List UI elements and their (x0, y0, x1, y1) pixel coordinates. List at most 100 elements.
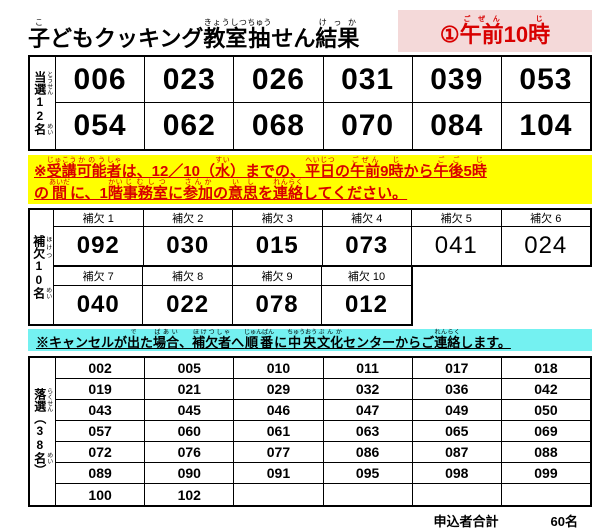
loser-number-cell: 045 (145, 400, 235, 420)
winner-number-cell: 023 (145, 57, 235, 102)
alternate-rank-header: 補欠 4 (323, 210, 412, 226)
winner-number-cell: 068 (234, 103, 324, 149)
loser-number-cell: 019 (56, 379, 146, 399)
loser-number-cell: 011 (324, 358, 413, 378)
winners-table: 当選 とうせん12名 めい 006 023 026 031 039 053 054 062 068… (28, 55, 592, 151)
alternate-number-cell: 012 (344, 291, 388, 318)
loser-number-cell: 072 (56, 442, 146, 462)
session-badge: ①午前ごぜん10時じ (398, 10, 592, 52)
footer: 申込者合計 60名 (28, 511, 592, 530)
loser-number-cell: 002 (56, 358, 146, 378)
alternate-rank-header: 補欠 3 (233, 210, 323, 226)
alternate-rank-header: 補欠 6 (530, 213, 562, 225)
notice-cancel: ※キャンセルが出でた場合ばあい、補欠者ほけつしゃへ順番じゅんばんに中央ちゅうおう… (28, 329, 592, 351)
loser-number-cell: 088 (534, 444, 558, 460)
alternate-rank-header: 補欠 10 (347, 271, 386, 283)
alternates-body: 補欠 1 補欠 2 補欠 3 補欠 4 補欠 5 補欠 6 092 030 015 073 041… (54, 208, 592, 326)
loser-number-cell (502, 484, 590, 505)
losers-row: 043 045 046 047 049 050 (56, 400, 590, 421)
alternate-number-cell: 030 (144, 227, 233, 265)
winner-number-cell: 031 (324, 57, 413, 102)
loser-number-cell: 100 (56, 484, 146, 505)
page-title: 子こどもクッキング教室きょうしつ抽ちゅうせん結果けっか (28, 17, 360, 51)
alternate-number-cell: 022 (143, 286, 233, 324)
loser-number-cell: 069 (534, 423, 558, 439)
winners-label-column: 当選 とうせん12名 めい (30, 57, 56, 149)
alternate-number-cell: 073 (323, 227, 412, 265)
losers-body: 002 005 010 011 017 018 019 021 029 032 036 042 04… (56, 358, 590, 505)
loser-number-cell: 029 (234, 379, 324, 399)
notice-contact-line1: ※受講じゅこう可能かのう者しゃは、12／10（水すい）までの、平日へいじつの午前… (34, 157, 487, 180)
alternate-rank-header: 補欠 2 (144, 210, 233, 226)
alternates-number-row: 092 030 015 073 041 024 (54, 227, 592, 267)
loser-number-cell: 032 (324, 379, 413, 399)
alternate-number-cell: 015 (233, 227, 323, 265)
loser-number-cell (324, 484, 413, 505)
loser-number-cell: 049 (413, 400, 502, 420)
notice-cancel-line: ※キャンセルが出でた場合ばあい、補欠者ほけつしゃへ順番じゅんばんに中央ちゅうおう… (36, 330, 511, 350)
loser-number-cell: 077 (234, 442, 324, 462)
alternate-rank-header: 補欠 5 (412, 210, 502, 226)
winner-number-cell: 054 (56, 103, 146, 149)
alternate-rank-header: 補欠 9 (233, 267, 323, 285)
winner-number-cell: 062 (145, 103, 235, 149)
loser-number-cell: 086 (324, 442, 413, 462)
loser-number-cell: 050 (534, 402, 558, 418)
winners-body: 006 023 026 031 039 053 054 062 068 070 084 104 (56, 57, 590, 149)
alternate-number-cell: 024 (524, 232, 568, 259)
alternates-rank-header-row: 補欠 1 補欠 2 補欠 3 補欠 4 補欠 5 補欠 6 (54, 208, 592, 227)
notice-contact: ※受講じゅこう可能かのう者しゃは、12／10（水すい）までの、平日へいじつの午前… (28, 155, 592, 204)
winner-number-cell: 104 (519, 109, 573, 142)
alternate-rank-header: 補欠 7 (54, 267, 144, 285)
losers-row: 019 021 029 032 036 042 (56, 379, 590, 400)
header: 子こどもクッキング教室きょうしつ抽ちゅうせん結果けっか ①午前ごぜん10時じ (28, 5, 592, 52)
winner-number-cell: 026 (234, 57, 324, 102)
loser-number-cell: 102 (145, 484, 235, 505)
winner-number-cell: 070 (324, 103, 413, 149)
winners-label: 当選 とうせん12名 めい (32, 71, 52, 135)
losers-row: 002 005 010 011 017 018 (56, 358, 590, 379)
loser-number-cell: 087 (413, 442, 502, 462)
loser-number-cell: 018 (534, 360, 558, 376)
loser-number-cell: 017 (413, 358, 502, 378)
losers-row: 057 060 061 063 065 069 (56, 421, 590, 442)
alternate-rank-header: 補欠 8 (143, 267, 233, 285)
loser-number-cell: 005 (145, 358, 235, 378)
loser-number-cell: 090 (145, 463, 235, 483)
loser-number-cell (413, 484, 502, 505)
notice-contact-line2: の間あいだに、1階かい事務室じむしつに参加さんかの意思いしを連絡れんらくしてくだ… (34, 179, 408, 202)
loser-number-cell: 057 (56, 421, 146, 441)
winners-row: 006 023 026 031 039 053 (56, 57, 590, 103)
winner-number-cell: 006 (56, 57, 146, 102)
alternates-label: 補欠 ほけつ10名 めい (31, 235, 51, 299)
alternate-number-cell: 040 (54, 286, 144, 324)
loser-number-cell: 099 (534, 465, 558, 481)
loser-number-cell: 047 (324, 400, 413, 420)
loser-number-cell: 076 (145, 442, 235, 462)
loser-number-cell: 010 (234, 358, 324, 378)
winners-row: 054 062 068 070 084 104 (56, 103, 590, 149)
losers-row: 072 076 077 086 087 088 (56, 442, 590, 463)
loser-number-cell: 043 (56, 400, 146, 420)
losers-label-column: 落選 らくせん（38名 めい） (30, 358, 56, 505)
alternates-table: 補欠 ほけつ10名 めい 補欠 1 補欠 2 補欠 3 補欠 4 補欠 5 補欠 6 092 0… (28, 208, 592, 326)
loser-number-cell: 089 (56, 463, 146, 483)
winner-number-cell: 084 (413, 103, 502, 149)
alternates-rank-header-row: 補欠 7 補欠 8 補欠 9 補欠 10 (54, 267, 413, 286)
losers-label: 落選 らくせん（38名 めい） (32, 387, 52, 476)
losers-row: 100 102 (56, 484, 590, 505)
loser-number-cell: 060 (145, 421, 235, 441)
winner-number-cell: 053 (519, 62, 573, 96)
loser-number-cell (234, 484, 324, 505)
alternate-number-cell: 078 (233, 286, 323, 324)
loser-number-cell: 063 (324, 421, 413, 441)
alternates-number-row: 040 022 078 012 (54, 286, 413, 326)
losers-table: 落選 らくせん（38名 めい） 002 005 010 011 017 018 019 021 0… (28, 356, 592, 507)
loser-number-cell: 095 (324, 463, 413, 483)
loser-number-cell: 042 (534, 381, 558, 397)
alternate-number-cell: 092 (54, 227, 144, 265)
loser-number-cell: 046 (234, 400, 324, 420)
losers-row: 089 090 091 095 098 099 (56, 463, 590, 484)
alternates-label-column: 補欠 ほけつ10名 めい (28, 208, 54, 326)
